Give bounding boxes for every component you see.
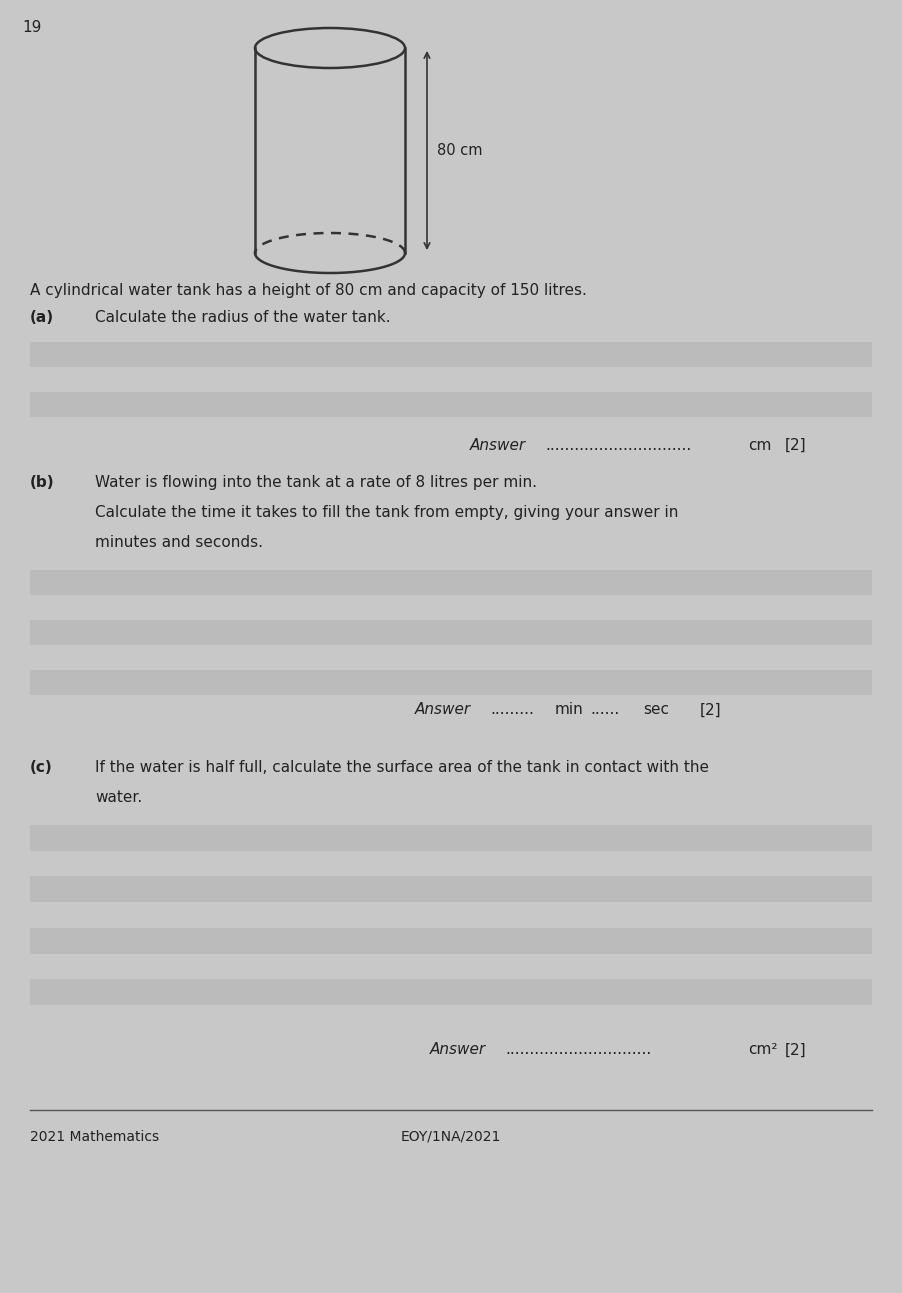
Text: water.: water. [95,790,143,806]
Bar [30,953,872,979]
Bar [30,392,872,418]
Text: Water is flowing into the tank at a rate of 8 litres per min.: Water is flowing into the tank at a rate… [95,475,537,490]
Text: [2]: [2] [785,437,806,453]
Text: ..............................: .............................. [505,1042,651,1058]
Text: [2]: [2] [700,702,722,718]
Text: (c): (c) [30,760,52,775]
Bar [30,825,872,851]
Text: (b): (b) [30,475,55,490]
Bar [30,343,872,367]
Text: minutes and seconds.: minutes and seconds. [95,535,263,550]
Bar [30,570,872,595]
Text: EOY/1NA/2021: EOY/1NA/2021 [400,1130,502,1144]
Bar [30,595,872,621]
Text: 2021 Mathematics: 2021 Mathematics [30,1130,159,1144]
Text: min: min [555,702,584,718]
Bar [30,851,872,877]
Bar [30,621,872,645]
Bar [30,367,872,392]
Text: 80 cm: 80 cm [437,144,483,158]
Text: A cylindrical water tank has a height of 80 cm and capacity of 150 litres.: A cylindrical water tank has a height of… [30,283,587,297]
Bar [30,696,872,720]
Bar [30,903,872,928]
Bar [30,645,872,670]
Bar [30,670,872,696]
Text: Calculate the radius of the water tank.: Calculate the radius of the water tank. [95,310,391,325]
Bar [30,979,872,1005]
Bar [30,928,872,953]
Text: Calculate the time it takes to fill the tank from empty, giving your answer in: Calculate the time it takes to fill the … [95,506,678,520]
Text: Answer: Answer [415,702,471,718]
Text: sec: sec [643,702,669,718]
Text: If the water is half full, calculate the surface area of the tank in contact wit: If the water is half full, calculate the… [95,760,709,775]
Text: ......: ...... [590,702,620,718]
Text: cm²: cm² [748,1042,778,1058]
Bar [30,418,872,442]
Bar [30,877,872,903]
Text: ..............................: .............................. [545,437,691,453]
Text: (a): (a) [30,310,54,325]
Text: 19: 19 [22,19,41,35]
Text: Answer: Answer [470,437,526,453]
Text: .........: ......... [490,702,534,718]
Text: cm: cm [748,437,771,453]
Text: Answer: Answer [430,1042,486,1058]
Text: [2]: [2] [785,1042,806,1058]
